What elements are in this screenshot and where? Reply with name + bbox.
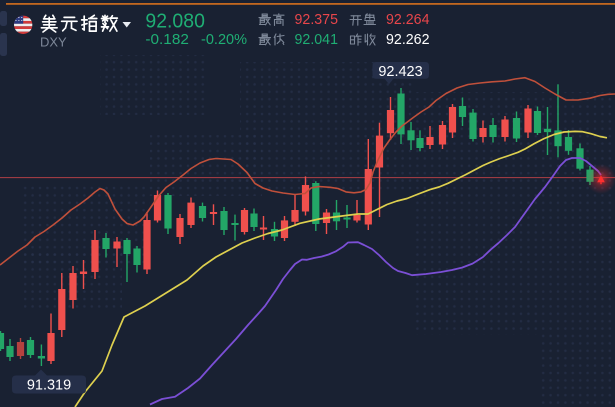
- svg-text:91.319: 91.319: [27, 378, 71, 394]
- svg-text:DXY: DXY: [40, 35, 67, 50]
- svg-text:92.264: 92.264: [386, 12, 430, 28]
- svg-text:92.423: 92.423: [378, 64, 422, 80]
- svg-text:92.080: 92.080: [145, 11, 205, 33]
- svg-text:-0.20%: -0.20%: [201, 31, 247, 48]
- svg-text:-0.182: -0.182: [145, 31, 189, 48]
- svg-text:92.041: 92.041: [295, 32, 339, 48]
- svg-text:92.375: 92.375: [295, 12, 339, 28]
- svg-text:92.262: 92.262: [386, 32, 430, 48]
